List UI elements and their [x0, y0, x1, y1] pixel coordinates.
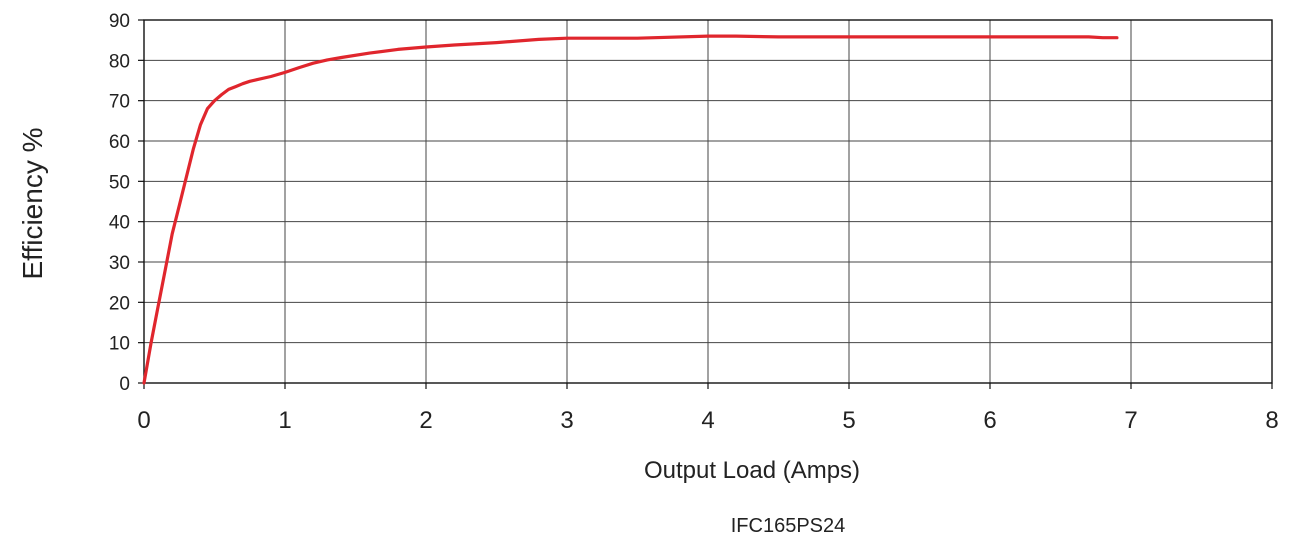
y-tick-label: 40 — [109, 213, 130, 234]
x-tick-label: 5 — [842, 407, 855, 434]
y-axis-title: Efficiency % — [17, 128, 48, 280]
y-tick-label: 70 — [109, 92, 130, 113]
y-tick-label: 20 — [109, 293, 130, 314]
x-axis-title: Output Load (Amps) — [644, 457, 860, 484]
x-tick-label: 0 — [137, 407, 150, 434]
x-tick-label: 2 — [419, 407, 432, 434]
efficiency-series-line — [142, 34, 1119, 385]
y-tick-label: 50 — [109, 172, 130, 193]
x-tick-label: 4 — [701, 407, 714, 434]
x-tick-label: 3 — [560, 407, 573, 434]
y-tick-label: 90 — [109, 11, 130, 32]
y-tick-label: 30 — [109, 253, 130, 274]
y-tick-label: 60 — [109, 132, 130, 153]
x-tick-label: 1 — [278, 407, 291, 434]
y-tick-label: 10 — [109, 334, 130, 355]
chart-caption: IFC165PS24 — [731, 515, 846, 537]
x-tick-label: 7 — [1124, 407, 1137, 434]
y-tick-label: 0 — [119, 374, 130, 395]
y-tick-labels: 0 10 20 30 40 50 60 70 80 90 — [109, 11, 130, 395]
plot-frame — [143, 19, 1273, 384]
x-tick-label: 8 — [1265, 407, 1278, 434]
x-tick-label: 6 — [983, 407, 996, 434]
grid-lines — [138, 19, 1273, 389]
series-layer — [142, 34, 1119, 385]
x-tick-labels: 0 1 2 3 4 5 6 7 8 — [137, 407, 1278, 434]
y-tick-label: 80 — [109, 51, 130, 72]
